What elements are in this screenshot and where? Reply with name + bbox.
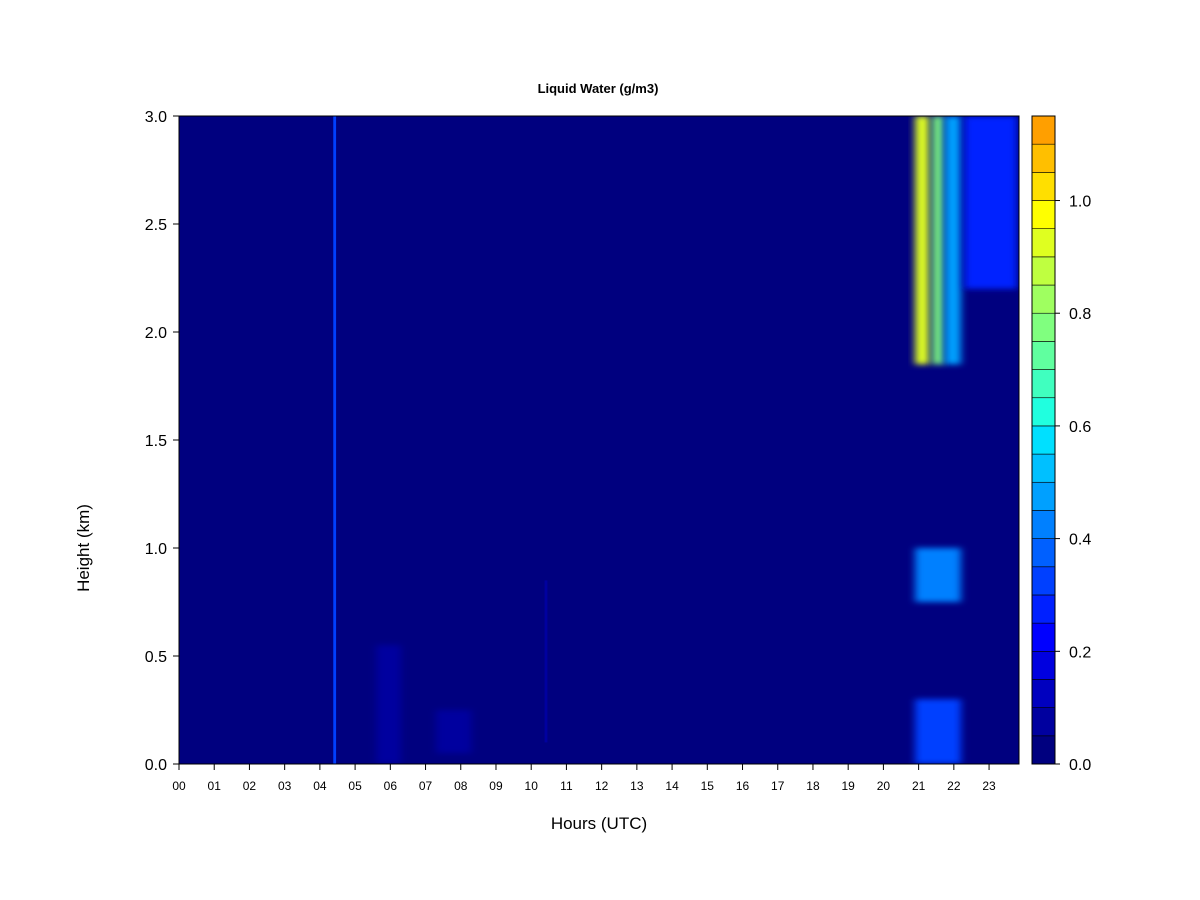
x-tick-label: 01 bbox=[208, 779, 222, 793]
heatmap-cell bbox=[964, 116, 1018, 289]
x-tick-label: 09 bbox=[489, 779, 503, 793]
y-axis: 0.0 0.5 1.0 1.5 2.0 2.5 3.0 bbox=[145, 109, 180, 774]
x-tick-label: 05 bbox=[348, 779, 362, 793]
colorbar-swatch bbox=[1031, 143, 1056, 173]
y-tick-label: 0.5 bbox=[145, 649, 167, 666]
colorbar-swatch bbox=[1031, 566, 1056, 596]
plot-area bbox=[179, 116, 1019, 764]
colorbar-swatch bbox=[1031, 510, 1056, 539]
colorbar-tick-label: 0.6 bbox=[1069, 419, 1091, 436]
colorbar-tick-label: 0.8 bbox=[1069, 306, 1091, 323]
heatmap-cell bbox=[436, 710, 472, 754]
x-tick-label: 08 bbox=[454, 779, 468, 793]
heatmap-cell bbox=[915, 548, 961, 602]
x-axis: 00 01 02 03 04 05 06 07 08 09 10 11 12 13 14 15 16 17 18 19… bbox=[172, 763, 1019, 793]
x-tick-label: 19 bbox=[842, 779, 856, 793]
x-tick-label: 16 bbox=[736, 779, 750, 793]
x-tick-label: 15 bbox=[701, 779, 715, 793]
x-tick-label: 07 bbox=[419, 779, 433, 793]
colorbar-swatch bbox=[1031, 341, 1056, 370]
y-tick-label: 3.0 bbox=[145, 109, 167, 126]
x-tick-label: 11 bbox=[560, 779, 573, 793]
colorbar-frame bbox=[1031, 115, 1056, 765]
colorbar-swatch bbox=[1031, 228, 1056, 258]
colorbar-swatch bbox=[1031, 707, 1056, 737]
y-tick-label: 0.0 bbox=[145, 757, 167, 774]
heatmap-cell bbox=[333, 116, 337, 764]
colorbar-swatch bbox=[1031, 172, 1056, 201]
x-tick-label: 21 bbox=[912, 779, 926, 793]
colorbar-tick-label: 0.4 bbox=[1069, 532, 1091, 549]
x-tick-label: 02 bbox=[243, 779, 257, 793]
colorbar-swatch bbox=[1031, 481, 1056, 511]
heatmap-cell bbox=[932, 116, 944, 365]
colorbar-swatch bbox=[1031, 425, 1056, 455]
heatmap-cell bbox=[376, 645, 401, 764]
colorbar-swatch bbox=[1031, 312, 1056, 342]
y-axis-label: Height (km) bbox=[74, 504, 93, 592]
colorbar: 0.0 0.2 0.4 0.6 0.8 1.0 bbox=[1031, 115, 1091, 774]
x-tick-label: 04 bbox=[313, 779, 327, 793]
x-tick-label: 13 bbox=[630, 779, 644, 793]
heatmap-features bbox=[333, 116, 1018, 764]
colorbar-swatch bbox=[1031, 200, 1056, 229]
colorbar-tick-label: 0.0 bbox=[1069, 757, 1091, 774]
x-tick-label: 06 bbox=[384, 779, 398, 793]
colorbar-swatch bbox=[1031, 256, 1056, 286]
colorbar-swatch bbox=[1031, 115, 1056, 145]
y-tick-label: 2.0 bbox=[145, 325, 167, 342]
chart-title: Liquid Water (g/m3) bbox=[538, 81, 659, 96]
y-tick-label: 1.0 bbox=[145, 541, 167, 558]
x-tick-label: 20 bbox=[877, 779, 891, 793]
plot-background bbox=[179, 116, 1019, 764]
y-tick-label: 1.5 bbox=[145, 433, 167, 450]
y-tick-label: 2.5 bbox=[145, 217, 167, 234]
x-tick-label: 18 bbox=[806, 779, 820, 793]
colorbar-swatch bbox=[1031, 679, 1056, 708]
colorbar-swatch bbox=[1031, 397, 1056, 427]
x-tick-label: 22 bbox=[947, 779, 961, 793]
x-tick-label: 14 bbox=[665, 779, 679, 793]
colorbar-swatch bbox=[1031, 622, 1056, 652]
colorbar-swatch bbox=[1031, 453, 1056, 483]
colorbar-swatch bbox=[1031, 369, 1056, 399]
x-tick-label: 10 bbox=[525, 779, 539, 793]
heatmap-cell bbox=[945, 116, 961, 365]
heatmap-cell bbox=[544, 580, 548, 743]
x-tick-label: 23 bbox=[982, 779, 996, 793]
colorbar-tick-label: 0.2 bbox=[1069, 644, 1091, 661]
colorbar-swatch bbox=[1031, 284, 1056, 314]
x-axis-label: Hours (UTC) bbox=[551, 814, 647, 833]
colorbar-swatch bbox=[1031, 735, 1056, 765]
x-tick-label: 03 bbox=[278, 779, 292, 793]
x-tick-label: 17 bbox=[771, 779, 785, 793]
colorbar-swatch bbox=[1031, 538, 1056, 568]
colorbar-tick-label: 1.0 bbox=[1069, 194, 1091, 211]
colorbar-swatch bbox=[1031, 651, 1056, 680]
heatmap-cell bbox=[915, 116, 930, 365]
x-tick-label: 00 bbox=[172, 779, 186, 793]
heatmap-cell bbox=[915, 699, 961, 764]
colorbar-swatch bbox=[1031, 594, 1056, 624]
x-tick-label: 12 bbox=[595, 779, 609, 793]
